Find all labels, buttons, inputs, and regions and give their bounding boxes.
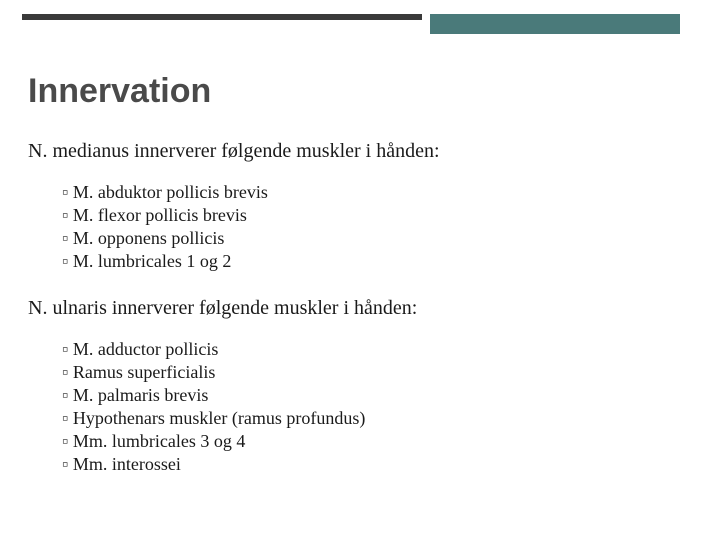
header-bar-dark — [22, 14, 422, 20]
body-content: N. medianus innerverer følgende muskler … — [28, 140, 692, 500]
page-title: Innervation — [28, 72, 211, 111]
list-item: M. palmaris brevis — [62, 384, 692, 407]
list-item: M. adductor pollicis — [62, 338, 692, 361]
list-item: Hypothenars muskler (ramus profundus) — [62, 407, 692, 430]
list-item: Mm. interossei — [62, 453, 692, 476]
section-lead: N. ulnaris innerverer følgende muskler i… — [28, 297, 692, 320]
list-item: Mm. lumbricales 3 og 4 — [62, 430, 692, 453]
section-lead: N. medianus innerverer følgende muskler … — [28, 140, 692, 163]
list-item: Ramus superficialis — [62, 361, 692, 384]
header-decoration — [0, 0, 720, 40]
bullet-list: M. adductor pollicis Ramus superficialis… — [62, 338, 692, 476]
list-item: M. opponens pollicis — [62, 227, 692, 250]
header-bar-gap — [422, 14, 430, 34]
header-bar-teal — [430, 14, 680, 34]
slide: Innervation N. medianus innerverer følge… — [0, 0, 720, 540]
list-item: M. abduktor pollicis brevis — [62, 181, 692, 204]
list-item: M. flexor pollicis brevis — [62, 204, 692, 227]
list-item: M. lumbricales 1 og 2 — [62, 250, 692, 273]
bullet-list: M. abduktor pollicis brevis M. flexor po… — [62, 181, 692, 273]
